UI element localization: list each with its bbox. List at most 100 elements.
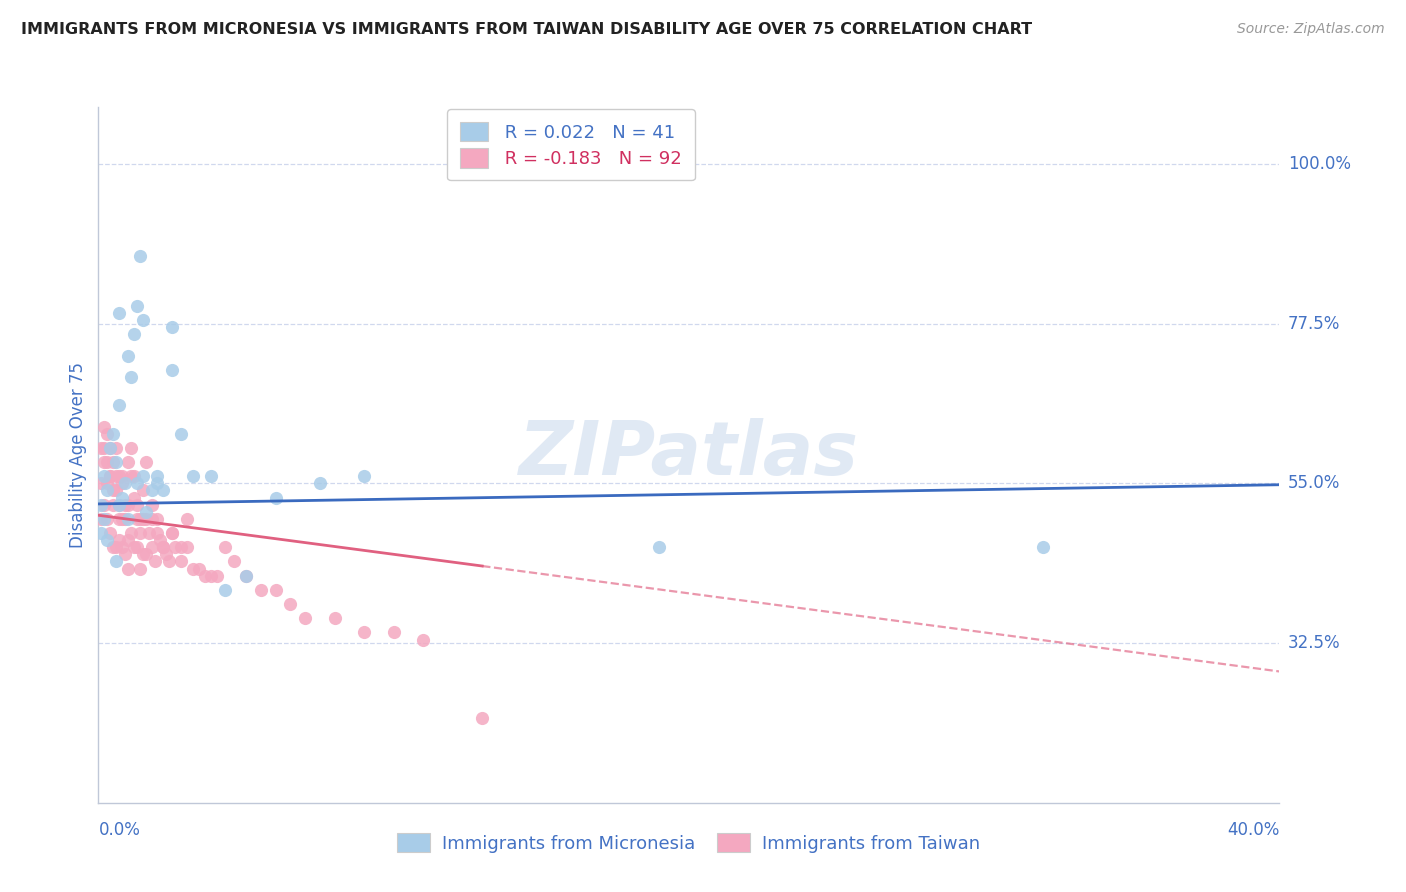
Point xyxy=(125,476,148,491)
Text: 32.5%: 32.5% xyxy=(1288,634,1340,652)
Point xyxy=(90,526,112,541)
Point xyxy=(141,498,163,512)
Point xyxy=(132,512,155,526)
Point xyxy=(93,441,115,455)
Point xyxy=(125,498,148,512)
Point xyxy=(120,469,142,483)
Point xyxy=(125,540,148,554)
Point xyxy=(162,526,183,541)
Point xyxy=(93,469,115,483)
Point xyxy=(165,540,187,554)
Point xyxy=(648,540,671,554)
Point xyxy=(200,469,222,483)
Point xyxy=(353,469,375,483)
Point xyxy=(155,547,177,561)
Point xyxy=(114,476,136,491)
Point xyxy=(111,540,134,554)
Point xyxy=(294,611,316,625)
Point xyxy=(157,554,180,568)
Point xyxy=(135,505,157,519)
Point xyxy=(108,498,131,512)
Point xyxy=(125,299,148,313)
Point xyxy=(264,491,287,505)
Point xyxy=(105,469,128,483)
Point xyxy=(132,313,155,327)
Point xyxy=(162,362,183,376)
Point xyxy=(146,476,169,491)
Point xyxy=(143,554,166,568)
Point xyxy=(122,540,145,554)
Point xyxy=(98,441,121,455)
Point xyxy=(93,498,115,512)
Point xyxy=(114,512,136,526)
Point xyxy=(122,327,145,342)
Point xyxy=(103,540,125,554)
Text: Source: ZipAtlas.com: Source: ZipAtlas.com xyxy=(1237,22,1385,37)
Point xyxy=(103,455,125,469)
Text: 0.0%: 0.0% xyxy=(98,821,141,838)
Point xyxy=(96,455,118,469)
Point xyxy=(117,561,139,575)
Point xyxy=(98,526,121,541)
Point xyxy=(146,512,169,526)
Point xyxy=(471,710,494,724)
Point xyxy=(108,533,131,548)
Point xyxy=(114,498,136,512)
Point xyxy=(141,512,163,526)
Point xyxy=(176,540,198,554)
Point xyxy=(205,568,228,582)
Point xyxy=(135,512,157,526)
Point xyxy=(117,512,139,526)
Point xyxy=(170,426,193,441)
Point xyxy=(1032,540,1054,554)
Point xyxy=(152,483,174,498)
Point xyxy=(120,369,142,384)
Point xyxy=(250,582,273,597)
Point xyxy=(162,526,183,541)
Point xyxy=(128,249,150,263)
Point xyxy=(194,568,217,582)
Point xyxy=(105,554,128,568)
Point xyxy=(412,632,434,647)
Point xyxy=(170,540,193,554)
Text: ZIPatlas: ZIPatlas xyxy=(519,418,859,491)
Point xyxy=(162,320,183,334)
Point xyxy=(176,512,198,526)
Point xyxy=(105,540,128,554)
Text: 77.5%: 77.5% xyxy=(1288,315,1340,333)
Point xyxy=(200,568,222,582)
Text: 55.0%: 55.0% xyxy=(1288,475,1340,492)
Point xyxy=(96,533,118,548)
Point xyxy=(122,491,145,505)
Point xyxy=(132,547,155,561)
Point xyxy=(149,533,172,548)
Point xyxy=(138,526,160,541)
Point xyxy=(98,469,121,483)
Point xyxy=(152,540,174,554)
Point xyxy=(111,491,134,505)
Point xyxy=(108,306,131,320)
Point xyxy=(117,498,139,512)
Point xyxy=(170,554,193,568)
Point xyxy=(96,476,118,491)
Point xyxy=(128,526,150,541)
Point xyxy=(105,483,128,498)
Point xyxy=(103,498,125,512)
Point xyxy=(111,512,134,526)
Point xyxy=(132,483,155,498)
Point xyxy=(152,540,174,554)
Point xyxy=(264,582,287,597)
Point xyxy=(108,512,131,526)
Point xyxy=(105,455,128,469)
Point xyxy=(309,476,332,491)
Point xyxy=(105,441,128,455)
Point xyxy=(90,498,112,512)
Point xyxy=(135,547,157,561)
Point xyxy=(214,582,236,597)
Point xyxy=(117,533,139,548)
Point xyxy=(120,441,142,455)
Text: 100.0%: 100.0% xyxy=(1288,155,1351,173)
Point xyxy=(90,476,112,491)
Point xyxy=(90,441,112,455)
Point xyxy=(108,498,131,512)
